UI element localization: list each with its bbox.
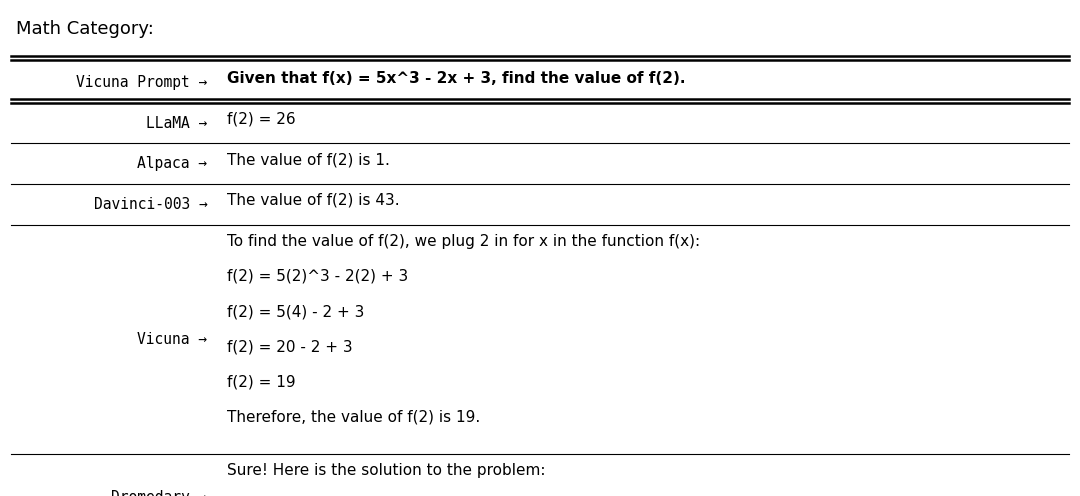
Text: The value of f(2) is 43.: The value of f(2) is 43. <box>227 193 400 208</box>
Text: f(2) = 26: f(2) = 26 <box>227 112 296 126</box>
Text: f(2) = 5(2)^3 - 2(2) + 3: f(2) = 5(2)^3 - 2(2) + 3 <box>227 269 408 284</box>
Text: Davinci-003 →: Davinci-003 → <box>94 197 207 212</box>
Text: Therefore, the value of f(2) is 19.: Therefore, the value of f(2) is 19. <box>227 410 480 425</box>
Text: Vicuna Prompt →: Vicuna Prompt → <box>76 75 207 90</box>
Text: Math Category:: Math Category: <box>16 20 154 38</box>
Text: Dromedary →: Dromedary → <box>111 491 207 496</box>
Text: Alpaca →: Alpaca → <box>137 156 207 171</box>
Text: f(2) = 5(4) - 2 + 3: f(2) = 5(4) - 2 + 3 <box>227 304 364 319</box>
Text: f(2) = 19: f(2) = 19 <box>227 374 296 389</box>
Text: LLaMA →: LLaMA → <box>146 116 207 130</box>
Text: f(2) = 20 - 2 + 3: f(2) = 20 - 2 + 3 <box>227 339 352 354</box>
Text: The value of f(2) is 1.: The value of f(2) is 1. <box>227 152 390 167</box>
Text: Vicuna →: Vicuna → <box>137 332 207 347</box>
Text: Sure! Here is the solution to the problem:: Sure! Here is the solution to the proble… <box>227 463 545 478</box>
Text: To find the value of f(2), we plug 2 in for x in the function f(x):: To find the value of f(2), we plug 2 in … <box>227 234 700 248</box>
Text: Given that f(x) = 5x^3 - 2x + 3, find the value of f(2).: Given that f(x) = 5x^3 - 2x + 3, find th… <box>227 71 686 86</box>
